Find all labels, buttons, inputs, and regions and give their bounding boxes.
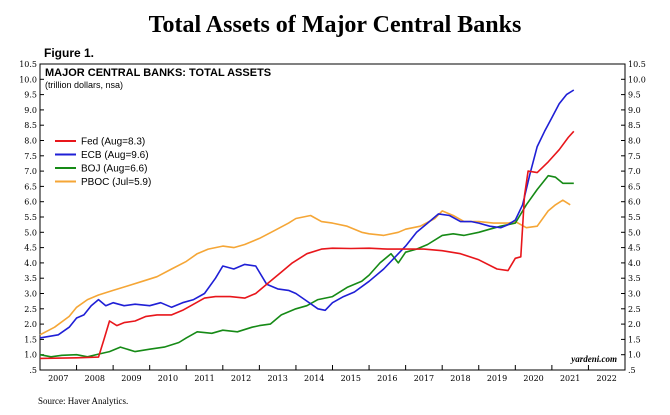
legend-label-pboc: PBOC (Jul=5.9) xyxy=(81,177,151,188)
y-tick-label-right: 2.0 xyxy=(628,320,641,329)
series-line-boj xyxy=(39,174,574,358)
figure-label: Figure 1. xyxy=(44,46,95,60)
y-tick-label-left: 1.0 xyxy=(24,351,37,360)
y-tick-label-left: 7.0 xyxy=(24,167,37,176)
plot-frame xyxy=(39,63,626,371)
page-title: Total Assets of Major Central Banks xyxy=(148,12,522,38)
y-tick-label-right: 1.5 xyxy=(628,335,641,344)
y-tick-label-left: 3.5 xyxy=(24,274,37,283)
x-axis: 2007 2008 2009 2010 2011 2012 2013 2014 2015 2016… xyxy=(39,365,626,383)
y-tick-label-right: 2.5 xyxy=(628,305,641,314)
y-tick-label-right: 3.0 xyxy=(628,290,641,299)
y-tick-label-right: 1.0 xyxy=(628,351,641,360)
y-tick-label-left: 9.5 xyxy=(24,91,37,100)
y-tick-label-right: 4.0 xyxy=(628,259,641,268)
line-chart: .5 1.0 1.5 2.0 2.5 3.0 3.5 4.0 4.5 5.0 5.5 6.0 6.5 7.… xyxy=(19,60,646,383)
y-tick-label-right: 9.0 xyxy=(628,106,641,115)
y-tick-label-left: .5 xyxy=(29,366,37,375)
x-tick-label: 2016 xyxy=(377,374,397,383)
legend-label-fed: Fed (Aug=8.3) xyxy=(81,137,145,148)
x-tick-label: 2009 xyxy=(121,374,141,383)
x-tick-label: 2014 xyxy=(304,374,324,383)
y-tick-label-right: 8.5 xyxy=(628,121,641,130)
y-tick-label-right: 4.5 xyxy=(628,244,641,253)
x-tick-label: 2011 xyxy=(194,374,214,383)
y-tick-label-left: 4.5 xyxy=(24,244,37,253)
y-tick-label-left: 2.5 xyxy=(24,305,37,314)
x-tick-label: 2021 xyxy=(560,374,580,383)
left-y-axis: .5 1.0 1.5 2.0 2.5 3.0 3.5 4.0 4.5 5.0 5.5 6.0 6.5 7.… xyxy=(19,60,44,375)
y-tick-label-right: 7.5 xyxy=(628,152,641,161)
right-y-axis: .5 1.0 1.5 2.0 2.5 3.0 3.5 4.0 4.5 5.0 5.5 6.0 6.5 7.… xyxy=(621,60,646,375)
y-tick-label-left: 5.0 xyxy=(24,228,37,237)
y-tick-label-right: 10.5 xyxy=(628,60,646,69)
y-tick-label-right: 3.5 xyxy=(628,274,641,283)
chart-title: MAJOR CENTRAL BANKS: TOTAL ASSETS xyxy=(45,67,271,79)
x-tick-label: 2015 xyxy=(341,374,361,383)
x-tick-label: 2012 xyxy=(231,374,251,383)
series-line-fed xyxy=(39,130,575,360)
y-tick-label-right: 5.5 xyxy=(628,213,641,222)
series-line-ecb xyxy=(39,89,575,339)
x-tick-label: 2017 xyxy=(414,374,434,383)
y-tick-label-right: 10.0 xyxy=(628,75,646,84)
series-line-pboc xyxy=(39,199,571,336)
y-tick-label-left: 6.0 xyxy=(24,198,37,207)
x-tick-label: 2018 xyxy=(450,374,470,383)
y-tick-label-right: 9.5 xyxy=(628,91,641,100)
chart-subtitle: (trillion dollars, nsa) xyxy=(45,80,123,90)
x-tick-label: 2019 xyxy=(487,374,507,383)
x-tick-label: 2007 xyxy=(48,374,68,383)
y-tick-label-left: 2.0 xyxy=(24,320,37,329)
y-tick-label-left: 10.0 xyxy=(19,75,37,84)
y-tick-label-left: 9.0 xyxy=(24,106,37,115)
legend: Fed (Aug=8.3) ECB (Aug=9.6) BOJ (Aug=6.6) P… xyxy=(55,137,151,188)
y-tick-label-right: 5.0 xyxy=(628,228,641,237)
y-tick-label-left: 6.5 xyxy=(24,182,37,191)
y-tick-label-right: 6.5 xyxy=(628,182,641,191)
y-tick-label-left: 1.5 xyxy=(24,335,37,344)
source-note: Source: Haver Analytics. xyxy=(38,396,129,406)
x-tick-label: 2010 xyxy=(158,374,178,383)
y-tick-label-left: 10.5 xyxy=(19,60,37,69)
y-tick-label-right: .5 xyxy=(628,366,636,375)
x-tick-label: 2020 xyxy=(523,374,543,383)
y-tick-label-left: 3.0 xyxy=(24,290,37,299)
y-tick-label-right: 8.0 xyxy=(628,137,641,146)
y-tick-label-left: 5.5 xyxy=(24,213,37,222)
series-layer xyxy=(39,89,575,360)
x-tick-label: 2013 xyxy=(267,374,287,383)
y-tick-label-right: 7.0 xyxy=(628,167,641,176)
y-tick-label-left: 7.5 xyxy=(24,152,37,161)
y-tick-label-right: 6.0 xyxy=(628,198,641,207)
y-tick-label-left: 8.0 xyxy=(24,137,37,146)
x-tick-label: 2022 xyxy=(597,374,617,383)
legend-label-boj: BOJ (Aug=6.6) xyxy=(81,164,147,175)
y-tick-label-left: 4.0 xyxy=(24,259,37,268)
legend-label-ecb: ECB (Aug=9.6) xyxy=(81,150,149,161)
x-tick-label: 2008 xyxy=(85,374,105,383)
watermark: yardeni.com xyxy=(570,354,617,364)
y-tick-label-left: 8.5 xyxy=(24,121,37,130)
